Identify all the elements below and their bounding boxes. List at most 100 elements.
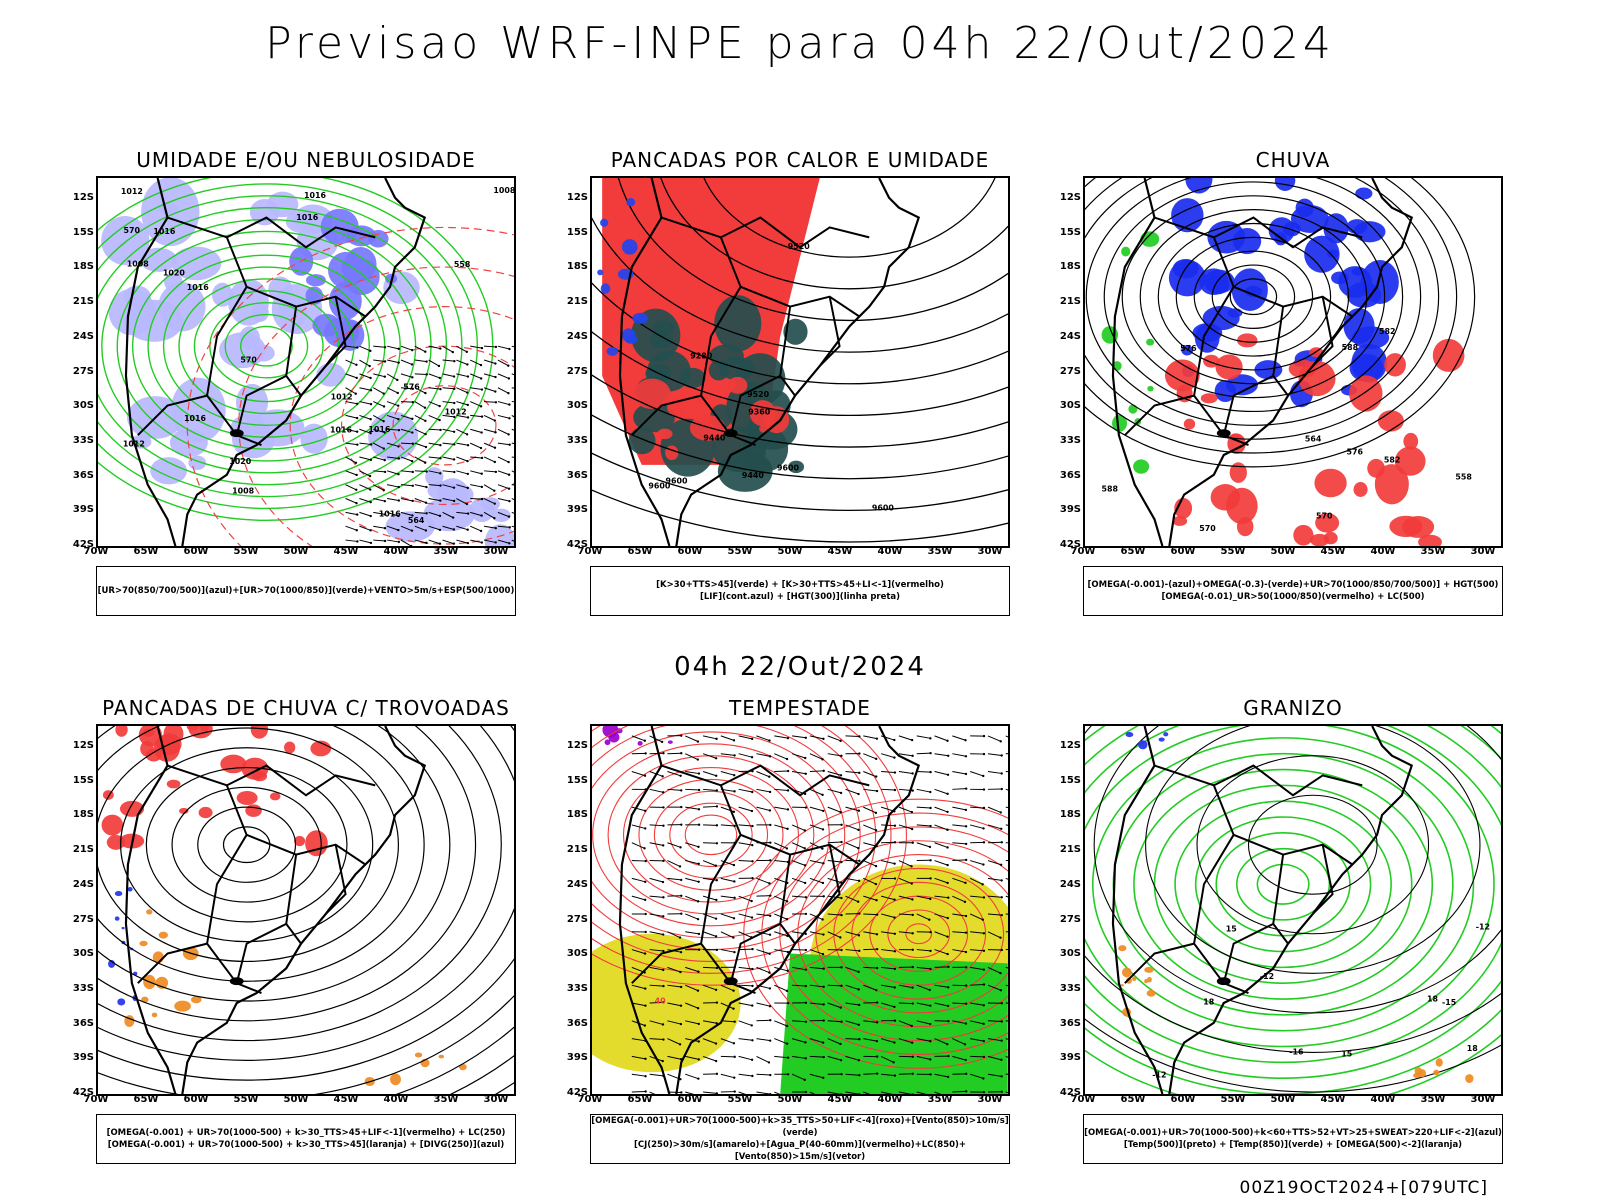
wind-vector-850 (881, 984, 895, 988)
thunder-red (200, 726, 209, 732)
wind-vector-head (494, 362, 497, 365)
wind-vector-850-head (840, 823, 843, 826)
wind-vector-850-head (697, 845, 700, 849)
wind-vector-850 (970, 1020, 984, 1025)
lat-tick-label: 18S (566, 261, 588, 273)
wind-vector-850 (881, 860, 895, 865)
wind-vector-850 (649, 1020, 664, 1025)
wind-vector-850 (863, 1091, 871, 1094)
wind-vector-850 (845, 771, 860, 774)
wind-vector-850-head (697, 1077, 700, 1080)
wind-vector (511, 511, 514, 514)
wind-vector-850 (952, 753, 967, 757)
wind-vector (428, 539, 441, 545)
wind-vector-850 (845, 1073, 860, 1076)
wind-vector-850 (1005, 771, 1008, 773)
wind-vector (497, 414, 510, 419)
wind-vector-850 (987, 824, 1002, 830)
wind-vector-850 (720, 895, 735, 899)
lon-tick-label: 50W (283, 546, 309, 557)
humidity-low-level (131, 242, 401, 450)
wind-vector (497, 428, 509, 435)
wind-vector-head (369, 402, 373, 406)
wind-vector-850 (881, 824, 895, 827)
wind-vector-850-head (911, 1002, 914, 1005)
wind-vector-850-head (662, 859, 665, 863)
lat-tick-label: 24S (72, 330, 94, 342)
wind-vector-850-head (874, 757, 878, 761)
temp500-contour (1085, 726, 1501, 1053)
wind-vector-850-head (875, 947, 879, 951)
wind-vector-850 (863, 753, 877, 760)
wind-vector (345, 484, 357, 491)
wind-vector-head (396, 391, 399, 395)
wind-vector-850-head (839, 791, 843, 795)
wind-vector-850-head (680, 878, 683, 882)
wind-vector-850-head (840, 913, 843, 917)
humidity-south (480, 497, 500, 512)
wind-vector-850 (952, 806, 967, 811)
wind-vector-850-head (733, 1076, 736, 1079)
wind-vector-850-head (982, 968, 986, 971)
wind-vector-850-head (856, 900, 860, 903)
lat-tick-label: 36S (72, 1017, 94, 1029)
lat-tick-label: 21S (1059, 844, 1081, 856)
showers-green (708, 344, 744, 367)
wind-vector-850-head (946, 773, 950, 776)
wind-vector-head (397, 514, 400, 518)
wind-vector-850-head (662, 752, 665, 755)
wind-vector (484, 345, 496, 348)
wind-vector-850-head (715, 898, 718, 902)
wind-vector-850-head (643, 774, 647, 777)
wind-vector-head (411, 417, 414, 421)
wind-vector-850-head (750, 899, 753, 903)
lat-tick-label: 33S (72, 982, 94, 994)
wind-vector-850 (952, 1090, 967, 1093)
wind-vector-850-head (893, 1019, 897, 1022)
wind-vector-850-head (680, 894, 683, 897)
wind-vector-850 (685, 771, 700, 775)
wind-vector (484, 401, 496, 403)
wind-vector-850 (987, 931, 1001, 939)
rain-blue (1231, 268, 1268, 312)
wind-vector-850-head (839, 739, 842, 743)
lat-tick-label: 33S (566, 982, 588, 994)
thunder-red (101, 814, 124, 836)
wind-vector-850-head (946, 916, 949, 920)
omega500-orange (1147, 976, 1152, 983)
wind-vector-850-head (733, 754, 736, 757)
lat-tick-label: 33S (1059, 982, 1081, 994)
lat-tick-label: 18S (566, 809, 588, 821)
wind-vector-850 (631, 1038, 646, 1042)
wind-vector-850 (667, 931, 681, 938)
wind-vector-head (480, 541, 484, 544)
wind-vector-850-head (857, 809, 861, 812)
wind-vector-850 (934, 842, 948, 848)
wind-vector-850-head (893, 950, 897, 953)
wind-vector-850-head (696, 758, 699, 761)
wind-vector-850 (863, 860, 877, 867)
hgt300-contour (592, 374, 1008, 448)
rain-blue (1355, 187, 1373, 200)
wind-vector-850-head (875, 1072, 879, 1075)
wind-vector-850 (970, 824, 984, 829)
humidity-low-level (224, 313, 309, 379)
lon-tick-label: 40W (877, 1094, 903, 1105)
wind-vector-head (424, 350, 427, 353)
wind-vector-850 (720, 984, 734, 992)
map-panel: 588 582 588 576 570 576 582 570 564 558 (1083, 176, 1503, 548)
showers-green (788, 460, 805, 474)
thunder-red (186, 726, 199, 731)
wind-vector (414, 484, 427, 488)
wind-vector-850 (685, 842, 699, 848)
coastline (1111, 726, 1414, 1094)
wind-vector (442, 442, 455, 445)
wind-vector-850-head (928, 988, 931, 992)
wind-vector-850-head (875, 1021, 879, 1024)
wind-vector-head (397, 417, 400, 421)
wind-vector-850-head (662, 824, 665, 827)
lat-tick-label: 39S (1059, 1052, 1081, 1064)
wind-vector-850-head (911, 789, 914, 792)
wind-vector-head (369, 431, 372, 435)
showers-red-patch (665, 445, 679, 461)
